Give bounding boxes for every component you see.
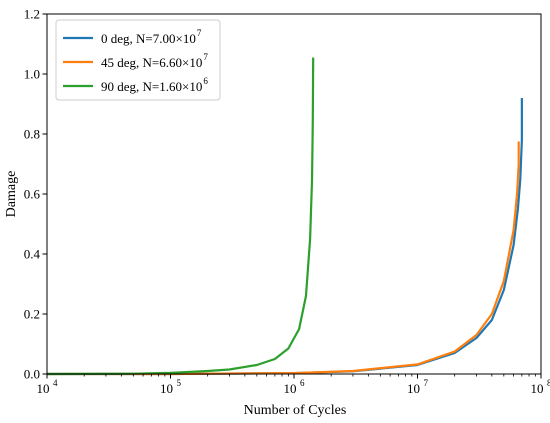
x-tick-label: 10	[284, 381, 297, 396]
series-line-2	[46, 57, 315, 376]
series-line-1	[46, 141, 520, 376]
x-tick-label: 10	[37, 381, 50, 396]
legend: 0 deg, N=7.00×10 745 deg, N=6.60×10 790 de…	[55, 19, 221, 101]
y-tick-label: 0.0	[24, 367, 40, 382]
legend-label-exponent-1: 7	[203, 52, 208, 62]
x-tick-exponent: 8	[547, 378, 550, 388]
x-tick-label: 10	[407, 381, 420, 396]
legend-label-0: 0 deg, N=7.00×10	[101, 31, 196, 46]
x-tick-exponent: 7	[424, 378, 429, 388]
x-tick-exponent: 5	[177, 378, 182, 388]
legend-label-1: 45 deg, N=6.60×10	[101, 55, 202, 70]
x-axis: 10 4 10 5 10 6 10 7 10 8	[37, 374, 550, 396]
y-tick-label: 0.2	[24, 307, 40, 322]
y-axis: 0.0 0.2 0.4 0.6 0.8 1.0 1.2	[24, 7, 47, 382]
y-tick-label: 1.0	[24, 67, 40, 82]
y-axis-label: Damage	[4, 171, 19, 218]
series-line-0	[46, 98, 523, 376]
x-tick-exponent: 4	[53, 378, 58, 388]
y-tick-label: 0.4	[24, 247, 41, 262]
legend-box	[55, 19, 221, 101]
series-lines	[46, 57, 523, 376]
legend-label-exponent-2: 6	[203, 76, 208, 86]
x-tick-label: 10	[160, 381, 173, 396]
legend-label-exponent-0: 7	[197, 28, 202, 38]
y-tick-label: 0.6	[24, 187, 41, 202]
x-axis-label: Number of Cycles	[244, 403, 347, 418]
legend-label-2: 90 deg, N=1.60×10	[101, 79, 202, 94]
x-tick-exponent: 6	[300, 378, 305, 388]
x-tick-label: 10	[531, 381, 544, 396]
y-tick-label: 1.2	[24, 7, 40, 22]
y-tick-label: 0.8	[24, 127, 40, 142]
